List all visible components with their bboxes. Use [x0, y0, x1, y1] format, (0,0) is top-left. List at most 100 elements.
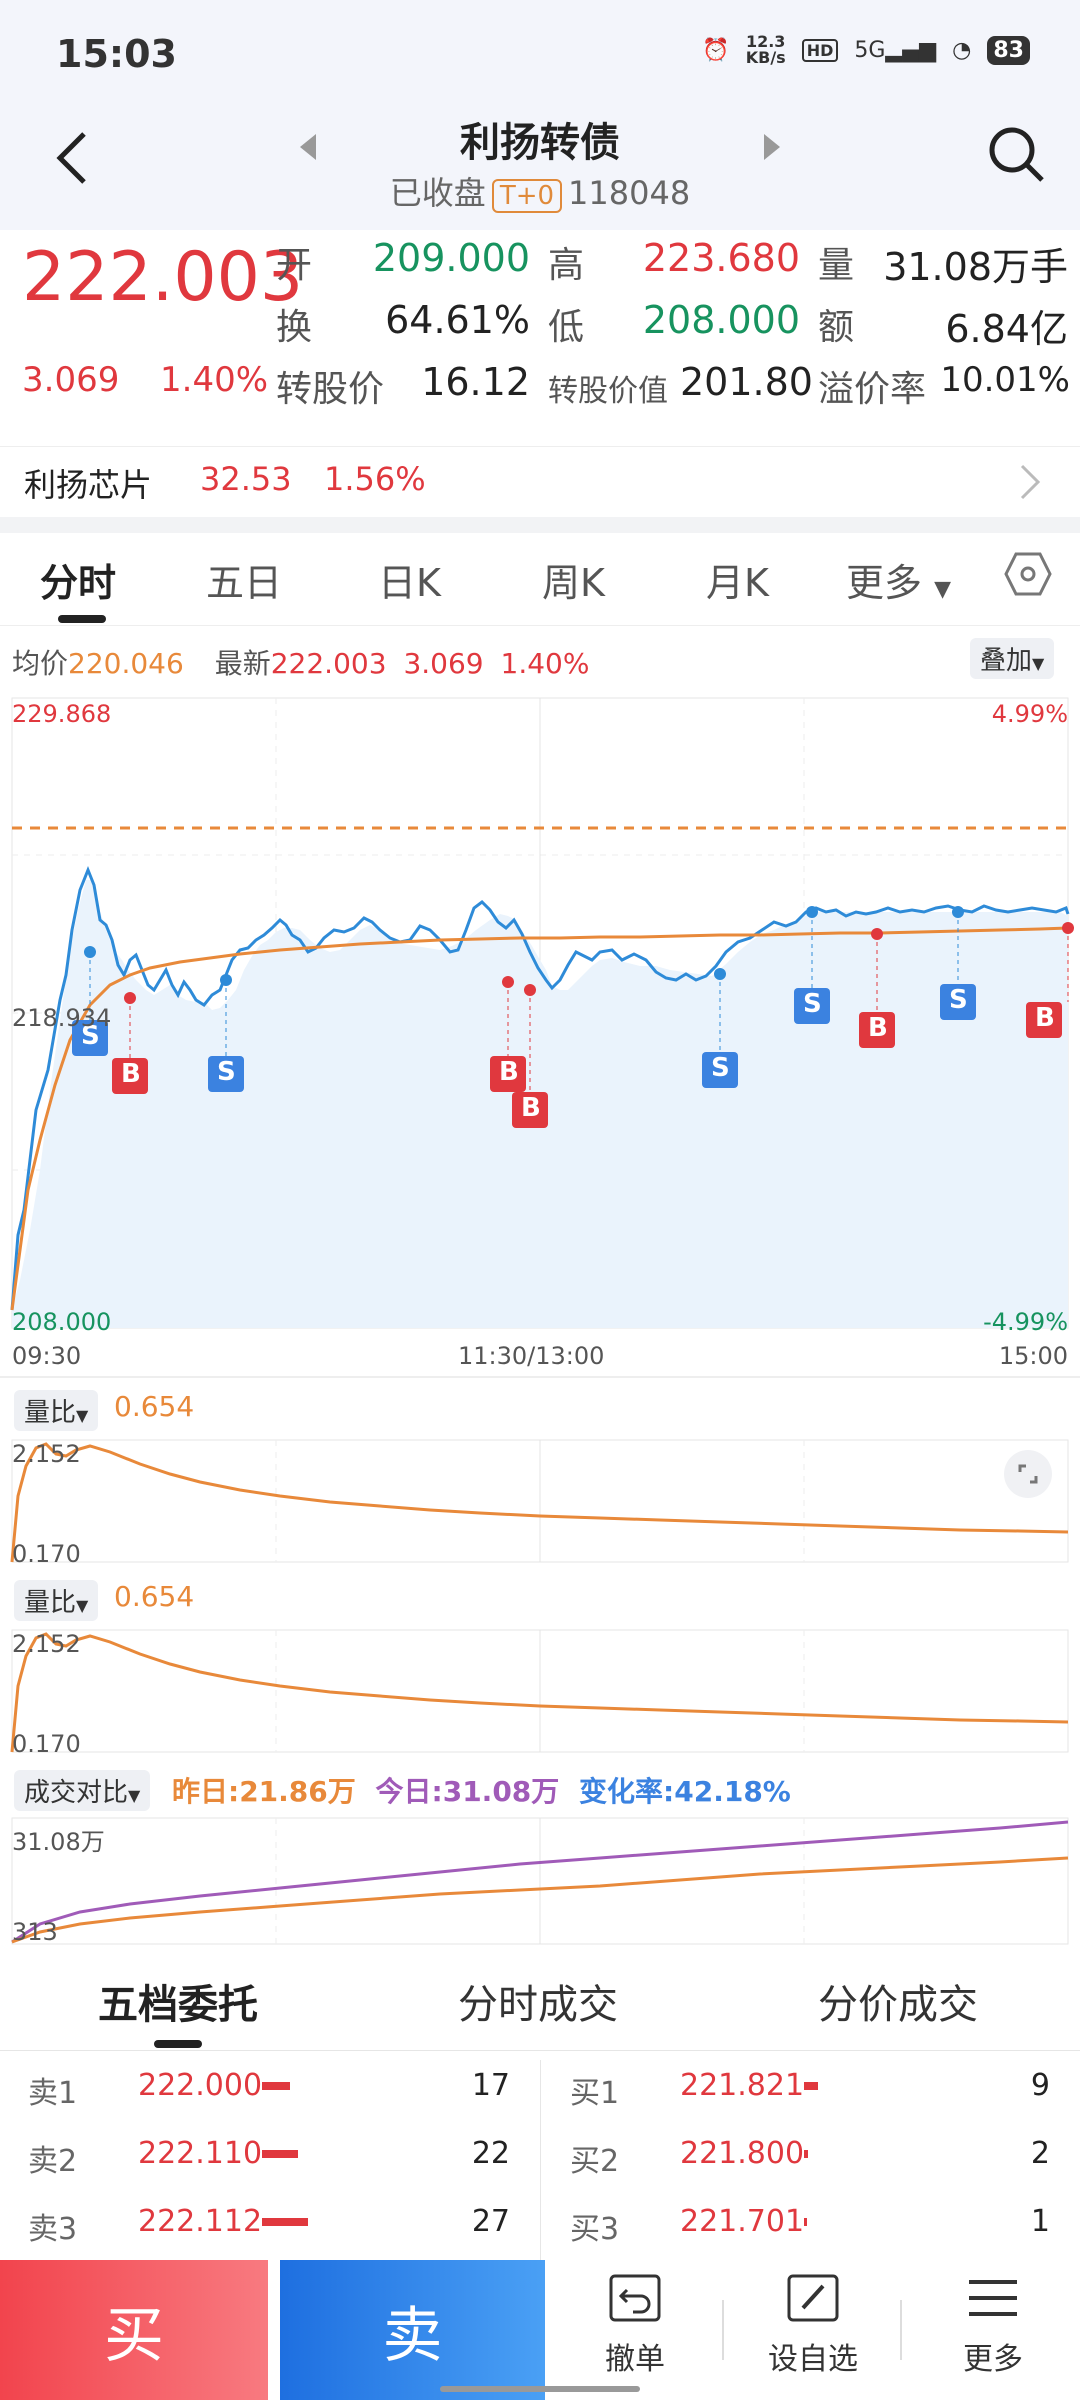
next-security-icon[interactable]: [760, 132, 782, 166]
latest-price: 222.003: [270, 647, 387, 680]
back-icon[interactable]: [52, 128, 92, 192]
chart-tabs: [0, 530, 1080, 626]
sell-order-qty: 22: [471, 2136, 510, 2171]
status-icons: ⏰ 12.3 KB/s HD 5G▂▄▆ ◔ 83: [702, 34, 1030, 66]
status-time: 15:03: [56, 32, 177, 76]
indicator-dropdown-2[interactable]: 量比▼: [14, 1580, 99, 1621]
underlying-name: 利扬芯片: [24, 466, 153, 504]
cancel-order-button[interactable]: 撤单: [560, 2270, 710, 2378]
more-button[interactable]: 更多: [918, 2270, 1068, 2378]
search-icon[interactable]: [986, 124, 1046, 188]
cancel-order-label: 撤单: [605, 2342, 665, 2377]
divider: [0, 1376, 1080, 1378]
price-change-pct: 1.40%: [160, 360, 269, 400]
compare-dropdown[interactable]: 成交对比▼: [14, 1770, 151, 1811]
conv-value-label: 转股价值: [548, 374, 668, 409]
sell-order-row: 卖1: [28, 2076, 78, 2111]
hd-icon: HD: [801, 38, 839, 62]
compare-chart[interactable]: [0, 1814, 1080, 1948]
add-watchlist-button[interactable]: 设自选: [738, 2270, 888, 2378]
volume-ratio-value-2: 0.654: [114, 1580, 195, 1613]
buy-order-qty: 1: [1030, 2204, 1050, 2239]
marker-buy-4: B: [868, 1013, 888, 1043]
divider: [0, 2050, 1080, 2051]
current-price: 222.003: [22, 238, 304, 317]
pct-min-label: -4.99%: [983, 1308, 1068, 1336]
conv-price-label: 转股价: [276, 369, 385, 410]
tab-intraday[interactable]: 分时: [40, 561, 117, 605]
wifi-icon: ◔: [952, 37, 972, 63]
divider: [722, 2300, 724, 2360]
amount-value: 6.84亿: [945, 307, 1068, 351]
compare-max-label: 31.08万: [12, 1828, 105, 1856]
price-change: 3.069: [22, 360, 120, 400]
buy-volume-bar: [804, 2082, 818, 2090]
tab-five-level[interactable]: 五档委托: [98, 1982, 258, 2028]
marker-sell-2: S: [217, 1057, 236, 1087]
buy-order-row: 买1: [570, 2076, 620, 2111]
tab-underline: [58, 615, 106, 623]
status-bar: [0, 0, 1080, 110]
vr-min-label-2: 0.170: [12, 1730, 81, 1758]
vr-max-label-2: 2.152: [12, 1630, 81, 1658]
amount-label: 额: [818, 307, 855, 348]
sell-order-row: 卖3: [28, 2212, 78, 2247]
tab-time-trades[interactable]: 分时成交: [458, 1982, 618, 2028]
sell-order-price: 222.000: [138, 2068, 263, 2103]
volume-ratio-chart-2[interactable]: [0, 1626, 1080, 1756]
sell-order-qty: 17: [471, 2068, 510, 2103]
low-value: 208.000: [642, 298, 800, 342]
trade-markers[interactable]: [72, 906, 1074, 1128]
time-start-label: 09:30: [12, 1342, 82, 1370]
divider: [900, 2300, 902, 2360]
low-label: 低: [548, 307, 585, 348]
high-label: 高: [548, 245, 585, 286]
marker-buy-2: B: [499, 1057, 519, 1087]
more-label: 更多: [963, 2342, 1023, 2377]
buy-order-qty: 9: [1030, 2068, 1050, 2103]
buy-order-price: 221.800: [680, 2136, 805, 2171]
tab-price-trades[interactable]: 分价成交: [818, 1982, 978, 2028]
conv-value-value: 201.80: [680, 360, 813, 404]
t0-tag: T+0: [491, 179, 563, 213]
buy-order-qty: 2: [1030, 2136, 1050, 2171]
price-chart[interactable]: [0, 690, 1080, 1360]
sell-order-row: 卖2: [28, 2144, 78, 2179]
buy-order-row: 买2: [570, 2144, 620, 2179]
chevron-right-icon[interactable]: [1018, 462, 1042, 506]
prev-security-icon[interactable]: [298, 132, 320, 166]
battery-icon: 83: [987, 35, 1030, 65]
tab-five-day[interactable]: 五日: [206, 561, 283, 605]
sell-volume-bar: [262, 2218, 308, 2226]
order-tabs: [0, 1950, 1080, 2050]
buy-order-row: 买3: [570, 2212, 620, 2247]
open-label: 开: [276, 245, 313, 286]
settings-icon[interactable]: [1004, 552, 1052, 600]
buy-button[interactable]: 买: [0, 2260, 268, 2400]
page-title: 利扬转债: [460, 120, 620, 166]
sell-button[interactable]: 卖: [280, 2260, 545, 2400]
edit-icon: [787, 2274, 839, 2322]
overlay-dropdown[interactable]: 叠加▼: [970, 638, 1055, 679]
tab-weekly-k[interactable]: 周K: [542, 561, 605, 605]
underlying-pct: 1.56%: [324, 460, 426, 498]
expand-icon[interactable]: [1004, 1450, 1052, 1498]
buy-order-price: 221.821: [680, 2068, 805, 2103]
add-watchlist-label: 设自选: [768, 2342, 858, 2377]
alarm-icon: ⏰: [702, 37, 730, 63]
sell-order-price: 222.110: [138, 2136, 263, 2171]
turnover-label: 换: [276, 307, 313, 348]
tab-more[interactable]: 更多 ▼: [846, 561, 952, 605]
signal-icon: 5G▂▄▆: [854, 37, 937, 63]
indicator-dropdown-1[interactable]: 量比▼: [14, 1390, 99, 1431]
volume-ratio-chart-1[interactable]: [0, 1436, 1080, 1566]
y-max-label: 229.868: [12, 700, 112, 728]
high-value: 223.680: [642, 236, 800, 280]
price-line: [10, 865, 1070, 1311]
tab-monthly-k[interactable]: 月K: [706, 561, 769, 605]
sell-order-price: 222.112: [138, 2204, 263, 2239]
tab-daily-k[interactable]: 日K: [378, 561, 441, 605]
compare-min-label: 313: [12, 1918, 58, 1946]
time-mid-label: 11:30/13:00: [458, 1342, 605, 1370]
underlying-row[interactable]: [0, 446, 1080, 533]
